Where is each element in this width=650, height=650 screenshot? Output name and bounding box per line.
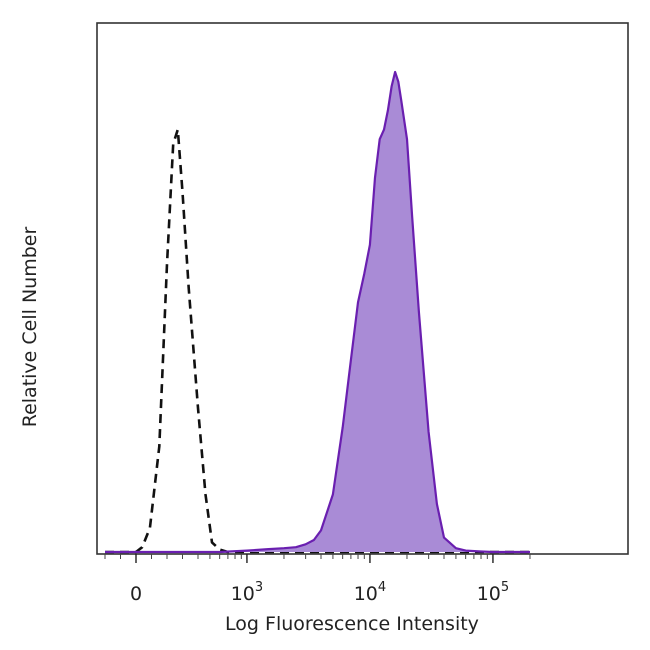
series-line-1	[105, 70, 530, 554]
x-axis-ticks	[104, 554, 531, 563]
x-tick-label-base: 10	[354, 583, 378, 605]
series-fill-1	[105, 72, 530, 552]
x-tick-label-0: 0	[130, 583, 142, 605]
x-tick-label-base: 10	[477, 583, 501, 605]
x-tick-label-3: 105	[477, 580, 509, 605]
x-tick-label-exponent: 5	[501, 580, 509, 595]
x-tick-label-2: 104	[354, 580, 386, 605]
x-axis-label: Log Fluorescence Intensity	[225, 613, 479, 635]
x-tick-label-exponent: 4	[378, 580, 386, 595]
plot-area	[96, 22, 629, 555]
series-line-0	[105, 128, 530, 554]
x-tick-label-1: 103	[231, 580, 263, 605]
x-tick-label-base: 0	[130, 583, 142, 605]
x-tick-label-exponent: 3	[255, 580, 263, 595]
series-group	[105, 70, 530, 554]
y-axis-label: Relative Cell Number	[19, 227, 41, 428]
x-tick-label-base: 10	[231, 583, 255, 605]
x-tick-labels: 0 103 104 105	[130, 580, 509, 605]
